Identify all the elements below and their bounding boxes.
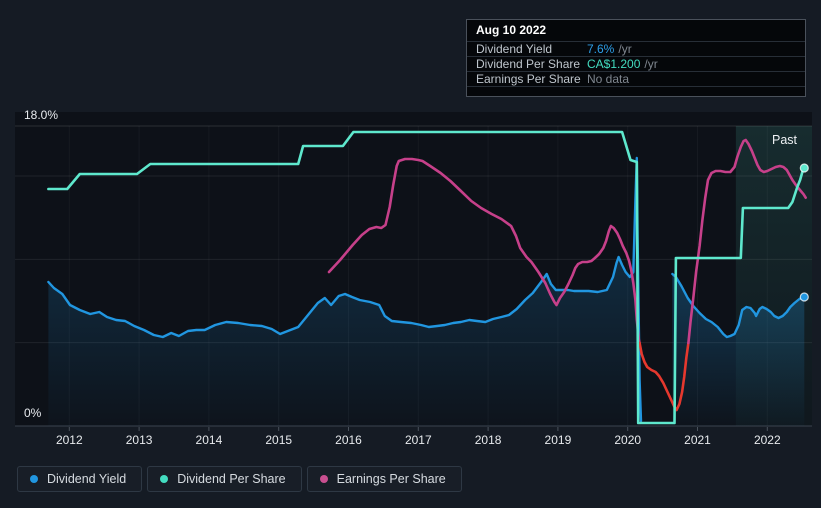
- earnings-per-share-dot-icon: [319, 475, 328, 483]
- chart-canvas[interactable]: 2012 2013 2014 2015 2016 2017 2018 2019 2020 2021…: [0, 0, 821, 460]
- legend-item-earnings-per-share[interactable]: Earnings Per Share: [306, 466, 462, 492]
- x-tick-label: 2019: [545, 433, 572, 447]
- dividend-per-share-line: [47, 130, 806, 425]
- x-tick-label: 2021: [684, 433, 711, 447]
- x-tick-label: 2016: [335, 433, 362, 447]
- dividend-yield-dot-icon: [30, 475, 38, 483]
- tooltip-label: Dividend Yield: [476, 42, 553, 56]
- tooltip-value: CA$1.200: [587, 57, 641, 71]
- dividend-yield-line: [671, 272, 806, 339]
- dividend-yield-area: [672, 274, 805, 426]
- legend-label: Earnings Per Share: [336, 472, 446, 486]
- dividend-per-share-dot-icon: [160, 475, 169, 483]
- tooltip-unit: /yr: [644, 57, 658, 71]
- tooltip-row-dividend-per-share: Dividend Per Share CA$1.200 /yr: [467, 57, 805, 72]
- tooltip-row-earnings-per-share: Earnings Per Share No data: [467, 72, 805, 87]
- x-tick-label: 2013: [126, 433, 153, 447]
- x-tick-label: 2022: [754, 433, 781, 447]
- x-tick-label: 2018: [475, 433, 502, 447]
- x-tick-label: 2014: [196, 433, 223, 447]
- past-label: Past: [772, 133, 798, 147]
- legend-label: Dividend Yield: [47, 472, 127, 486]
- tooltip-value: No data: [587, 72, 630, 86]
- legend-item-dividend-per-share[interactable]: Dividend Per Share: [147, 466, 302, 492]
- x-tick-label: 2020: [614, 433, 641, 447]
- tooltip-row-dividend-yield: Dividend Yield 7.6% /yr: [467, 42, 805, 57]
- y-axis-zero-label: 0%: [24, 406, 42, 420]
- x-tick-label: 2017: [405, 433, 432, 447]
- earnings-per-share-line-positive: [327, 157, 641, 345]
- tooltip-label: Dividend Per Share: [476, 57, 581, 71]
- chart-tooltip: Aug 10 2022 Dividend Yield 7.6% /yr Divi…: [466, 19, 806, 97]
- legend-item-dividend-yield[interactable]: Dividend Yield: [17, 466, 143, 492]
- dividend-yield-area: [48, 158, 641, 426]
- chart-legend: Dividend Yield Dividend Per Share Earnin…: [17, 466, 462, 492]
- dividend-yield-line: [47, 156, 643, 423]
- earnings-per-share-line-negative: [638, 341, 690, 412]
- dividend-per-share-end-dot: [799, 163, 809, 173]
- chart-plot-group: 2012 2013 2014 2015 2016 2017 2018 2019 2020 2021…: [15, 112, 812, 447]
- legend-label: Dividend Per Share: [177, 472, 286, 486]
- dividend-yield-end-dot: [799, 292, 809, 302]
- x-tick-label: 2015: [265, 433, 292, 447]
- earnings-per-share-line-positive: [687, 138, 807, 345]
- tooltip-value: 7.6%: [587, 42, 615, 56]
- tooltip-label: Earnings Per Share: [476, 72, 581, 86]
- tooltip-unit: /yr: [618, 42, 632, 56]
- y-axis-top-label: 18.0%: [24, 108, 58, 122]
- x-tick-label: 2012: [56, 433, 83, 447]
- tooltip-date: Aug 10 2022: [467, 20, 805, 42]
